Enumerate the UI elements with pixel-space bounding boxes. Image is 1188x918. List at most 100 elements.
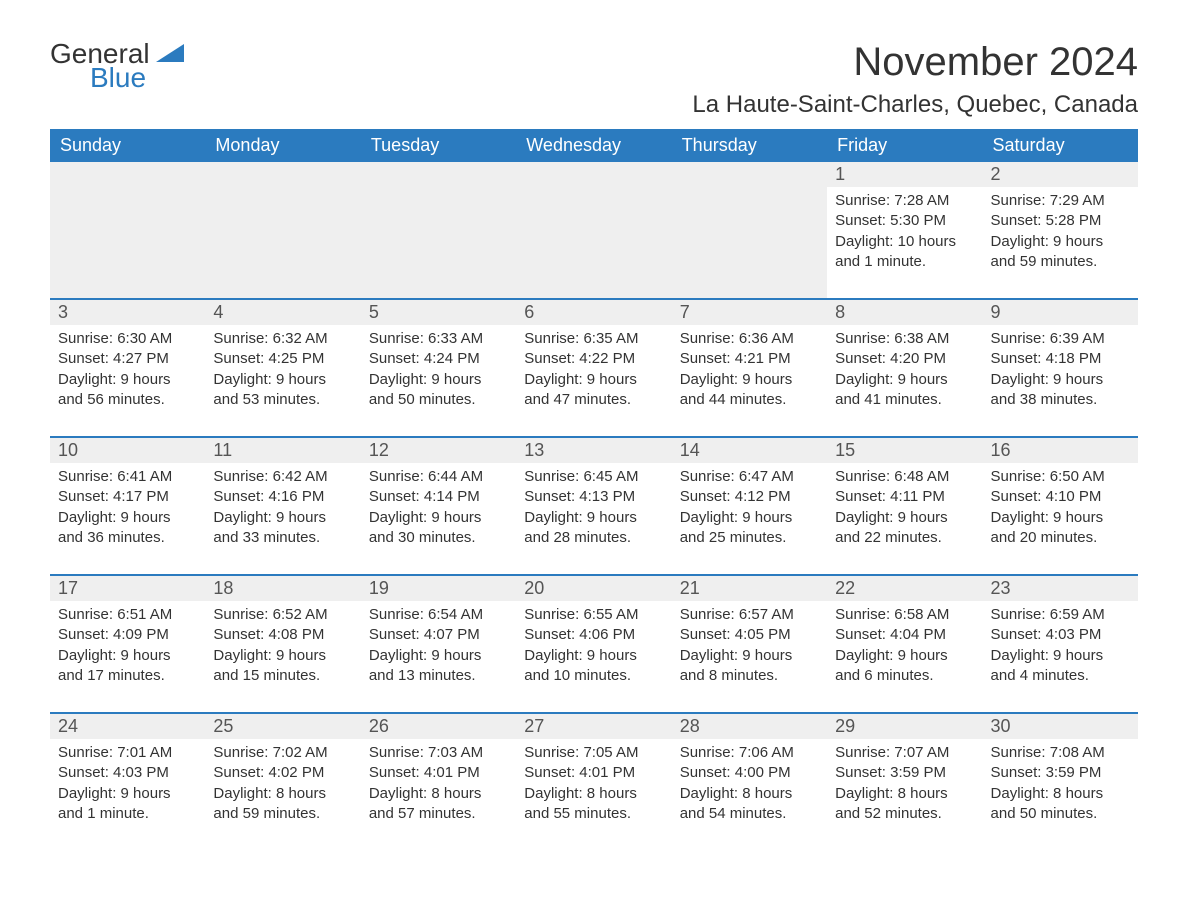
day-number: 30 bbox=[983, 714, 1138, 739]
calendar-cell bbox=[672, 162, 827, 299]
day-content: Sunrise: 7:07 AMSunset: 3:59 PMDaylight:… bbox=[827, 739, 982, 850]
sunset-text: Sunset: 4:27 PM bbox=[58, 349, 197, 369]
sunset-text: Sunset: 5:28 PM bbox=[991, 211, 1130, 231]
day-number: 18 bbox=[205, 576, 360, 601]
sunset-text: Sunset: 3:59 PM bbox=[991, 763, 1130, 783]
sunrise-text: Sunrise: 6:58 AM bbox=[835, 605, 974, 625]
sunrise-text: Sunrise: 7:08 AM bbox=[991, 743, 1130, 763]
calendar-cell: 1Sunrise: 7:28 AMSunset: 5:30 PMDaylight… bbox=[827, 162, 982, 299]
day-content: Sunrise: 6:59 AMSunset: 4:03 PMDaylight:… bbox=[983, 601, 1138, 712]
sunrise-text: Sunrise: 6:45 AM bbox=[524, 467, 663, 487]
daylight-text: Daylight: 9 hours and 33 minutes. bbox=[213, 508, 352, 549]
day-content: Sunrise: 6:51 AMSunset: 4:09 PMDaylight:… bbox=[50, 601, 205, 712]
day-content: Sunrise: 6:45 AMSunset: 4:13 PMDaylight:… bbox=[516, 463, 671, 574]
sunset-text: Sunset: 4:13 PM bbox=[524, 487, 663, 507]
day-content: Sunrise: 7:29 AMSunset: 5:28 PMDaylight:… bbox=[983, 187, 1138, 298]
day-number: 3 bbox=[50, 300, 205, 325]
calendar-cell bbox=[516, 162, 671, 299]
calendar-week-row: 17Sunrise: 6:51 AMSunset: 4:09 PMDayligh… bbox=[50, 575, 1138, 713]
sunrise-text: Sunrise: 7:28 AM bbox=[835, 191, 974, 211]
logo-blue-text: Blue bbox=[90, 64, 150, 92]
calendar-cell: 18Sunrise: 6:52 AMSunset: 4:08 PMDayligh… bbox=[205, 575, 360, 713]
calendar-week-row: 10Sunrise: 6:41 AMSunset: 4:17 PMDayligh… bbox=[50, 437, 1138, 575]
daylight-text: Daylight: 9 hours and 53 minutes. bbox=[213, 370, 352, 411]
sunset-text: Sunset: 4:16 PM bbox=[213, 487, 352, 507]
sunrise-text: Sunrise: 7:03 AM bbox=[369, 743, 508, 763]
day-number: 11 bbox=[205, 438, 360, 463]
day-number: 20 bbox=[516, 576, 671, 601]
sunrise-text: Sunrise: 6:47 AM bbox=[680, 467, 819, 487]
calendar-cell: 16Sunrise: 6:50 AMSunset: 4:10 PMDayligh… bbox=[983, 437, 1138, 575]
calendar-cell bbox=[205, 162, 360, 299]
calendar-cell: 24Sunrise: 7:01 AMSunset: 4:03 PMDayligh… bbox=[50, 713, 205, 850]
day-content: Sunrise: 6:36 AMSunset: 4:21 PMDaylight:… bbox=[672, 325, 827, 436]
month-title: November 2024 bbox=[692, 40, 1138, 85]
sunset-text: Sunset: 4:25 PM bbox=[213, 349, 352, 369]
sunrise-text: Sunrise: 7:05 AM bbox=[524, 743, 663, 763]
sunrise-text: Sunrise: 6:54 AM bbox=[369, 605, 508, 625]
calendar-cell: 7Sunrise: 6:36 AMSunset: 4:21 PMDaylight… bbox=[672, 299, 827, 437]
day-number: 21 bbox=[672, 576, 827, 601]
daylight-text: Daylight: 9 hours and 1 minute. bbox=[58, 784, 197, 825]
sunset-text: Sunset: 4:01 PM bbox=[369, 763, 508, 783]
sunset-text: Sunset: 4:14 PM bbox=[369, 487, 508, 507]
day-number: 9 bbox=[983, 300, 1138, 325]
day-content: Sunrise: 6:48 AMSunset: 4:11 PMDaylight:… bbox=[827, 463, 982, 574]
daylight-text: Daylight: 8 hours and 55 minutes. bbox=[524, 784, 663, 825]
daylight-text: Daylight: 9 hours and 41 minutes. bbox=[835, 370, 974, 411]
day-content: Sunrise: 6:42 AMSunset: 4:16 PMDaylight:… bbox=[205, 463, 360, 574]
weekday-header: Thursday bbox=[672, 129, 827, 162]
calendar-cell: 5Sunrise: 6:33 AMSunset: 4:24 PMDaylight… bbox=[361, 299, 516, 437]
sunset-text: Sunset: 4:18 PM bbox=[991, 349, 1130, 369]
sunrise-text: Sunrise: 6:35 AM bbox=[524, 329, 663, 349]
sunset-text: Sunset: 4:11 PM bbox=[835, 487, 974, 507]
daylight-text: Daylight: 9 hours and 17 minutes. bbox=[58, 646, 197, 687]
sunrise-text: Sunrise: 7:29 AM bbox=[991, 191, 1130, 211]
sunset-text: Sunset: 4:07 PM bbox=[369, 625, 508, 645]
day-number: 8 bbox=[827, 300, 982, 325]
sunrise-text: Sunrise: 6:59 AM bbox=[991, 605, 1130, 625]
calendar-week-row: 1Sunrise: 7:28 AMSunset: 5:30 PMDaylight… bbox=[50, 162, 1138, 299]
sunrise-text: Sunrise: 7:07 AM bbox=[835, 743, 974, 763]
calendar-cell: 17Sunrise: 6:51 AMSunset: 4:09 PMDayligh… bbox=[50, 575, 205, 713]
sunset-text: Sunset: 4:20 PM bbox=[835, 349, 974, 369]
sunrise-text: Sunrise: 6:39 AM bbox=[991, 329, 1130, 349]
day-number: 4 bbox=[205, 300, 360, 325]
daylight-text: Daylight: 9 hours and 36 minutes. bbox=[58, 508, 197, 549]
logo-text-block: General Blue bbox=[50, 40, 150, 92]
sunset-text: Sunset: 4:03 PM bbox=[58, 763, 197, 783]
sunrise-text: Sunrise: 6:51 AM bbox=[58, 605, 197, 625]
day-content: Sunrise: 6:55 AMSunset: 4:06 PMDaylight:… bbox=[516, 601, 671, 712]
calendar-cell: 23Sunrise: 6:59 AMSunset: 4:03 PMDayligh… bbox=[983, 575, 1138, 713]
day-content: Sunrise: 6:50 AMSunset: 4:10 PMDaylight:… bbox=[983, 463, 1138, 574]
sunset-text: Sunset: 4:05 PM bbox=[680, 625, 819, 645]
sunset-text: Sunset: 4:03 PM bbox=[991, 625, 1130, 645]
day-content: Sunrise: 6:30 AMSunset: 4:27 PMDaylight:… bbox=[50, 325, 205, 436]
daylight-text: Daylight: 9 hours and 22 minutes. bbox=[835, 508, 974, 549]
daylight-text: Daylight: 10 hours and 1 minute. bbox=[835, 232, 974, 273]
sunrise-text: Sunrise: 6:44 AM bbox=[369, 467, 508, 487]
calendar-cell: 9Sunrise: 6:39 AMSunset: 4:18 PMDaylight… bbox=[983, 299, 1138, 437]
sunrise-text: Sunrise: 6:50 AM bbox=[991, 467, 1130, 487]
page-header: General Blue November 2024 La Haute-Sain… bbox=[50, 40, 1138, 119]
calendar-cell: 15Sunrise: 6:48 AMSunset: 4:11 PMDayligh… bbox=[827, 437, 982, 575]
day-content: Sunrise: 6:32 AMSunset: 4:25 PMDaylight:… bbox=[205, 325, 360, 436]
day-content: Sunrise: 7:02 AMSunset: 4:02 PMDaylight:… bbox=[205, 739, 360, 850]
calendar-cell: 6Sunrise: 6:35 AMSunset: 4:22 PMDaylight… bbox=[516, 299, 671, 437]
day-content: Sunrise: 6:41 AMSunset: 4:17 PMDaylight:… bbox=[50, 463, 205, 574]
day-content: Sunrise: 6:57 AMSunset: 4:05 PMDaylight:… bbox=[672, 601, 827, 712]
daylight-text: Daylight: 9 hours and 44 minutes. bbox=[680, 370, 819, 411]
sunrise-text: Sunrise: 6:55 AM bbox=[524, 605, 663, 625]
calendar-cell: 10Sunrise: 6:41 AMSunset: 4:17 PMDayligh… bbox=[50, 437, 205, 575]
day-number: 7 bbox=[672, 300, 827, 325]
day-number: 26 bbox=[361, 714, 516, 739]
calendar-cell: 28Sunrise: 7:06 AMSunset: 4:00 PMDayligh… bbox=[672, 713, 827, 850]
daylight-text: Daylight: 9 hours and 25 minutes. bbox=[680, 508, 819, 549]
sunrise-text: Sunrise: 6:52 AM bbox=[213, 605, 352, 625]
day-number: 14 bbox=[672, 438, 827, 463]
sunset-text: Sunset: 4:01 PM bbox=[524, 763, 663, 783]
day-content: Sunrise: 6:47 AMSunset: 4:12 PMDaylight:… bbox=[672, 463, 827, 574]
day-content: Sunrise: 7:05 AMSunset: 4:01 PMDaylight:… bbox=[516, 739, 671, 850]
calendar-week-row: 24Sunrise: 7:01 AMSunset: 4:03 PMDayligh… bbox=[50, 713, 1138, 850]
day-number: 10 bbox=[50, 438, 205, 463]
